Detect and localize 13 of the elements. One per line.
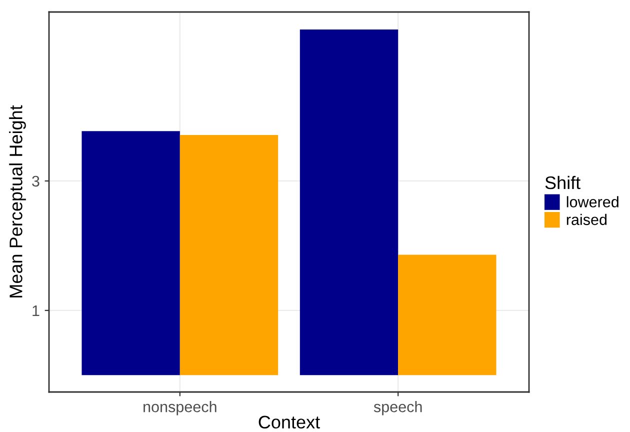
bar (398, 254, 496, 376)
bar (180, 135, 278, 376)
x-tick-label: nonspeech (144, 401, 216, 416)
y-axis-title: Mean Perceptual Height (9, 105, 26, 298)
x-tick-label: speech (374, 401, 422, 416)
x-axis-title: Context (258, 416, 320, 429)
legend-label: lowered (566, 196, 618, 208)
bar (300, 29, 398, 376)
legend-label: raised (566, 214, 607, 226)
y-tick-label: 3 (32, 176, 40, 187)
y-tick-label: 1 (32, 305, 40, 316)
bar (82, 131, 180, 376)
legend-title: Shift (545, 176, 580, 190)
